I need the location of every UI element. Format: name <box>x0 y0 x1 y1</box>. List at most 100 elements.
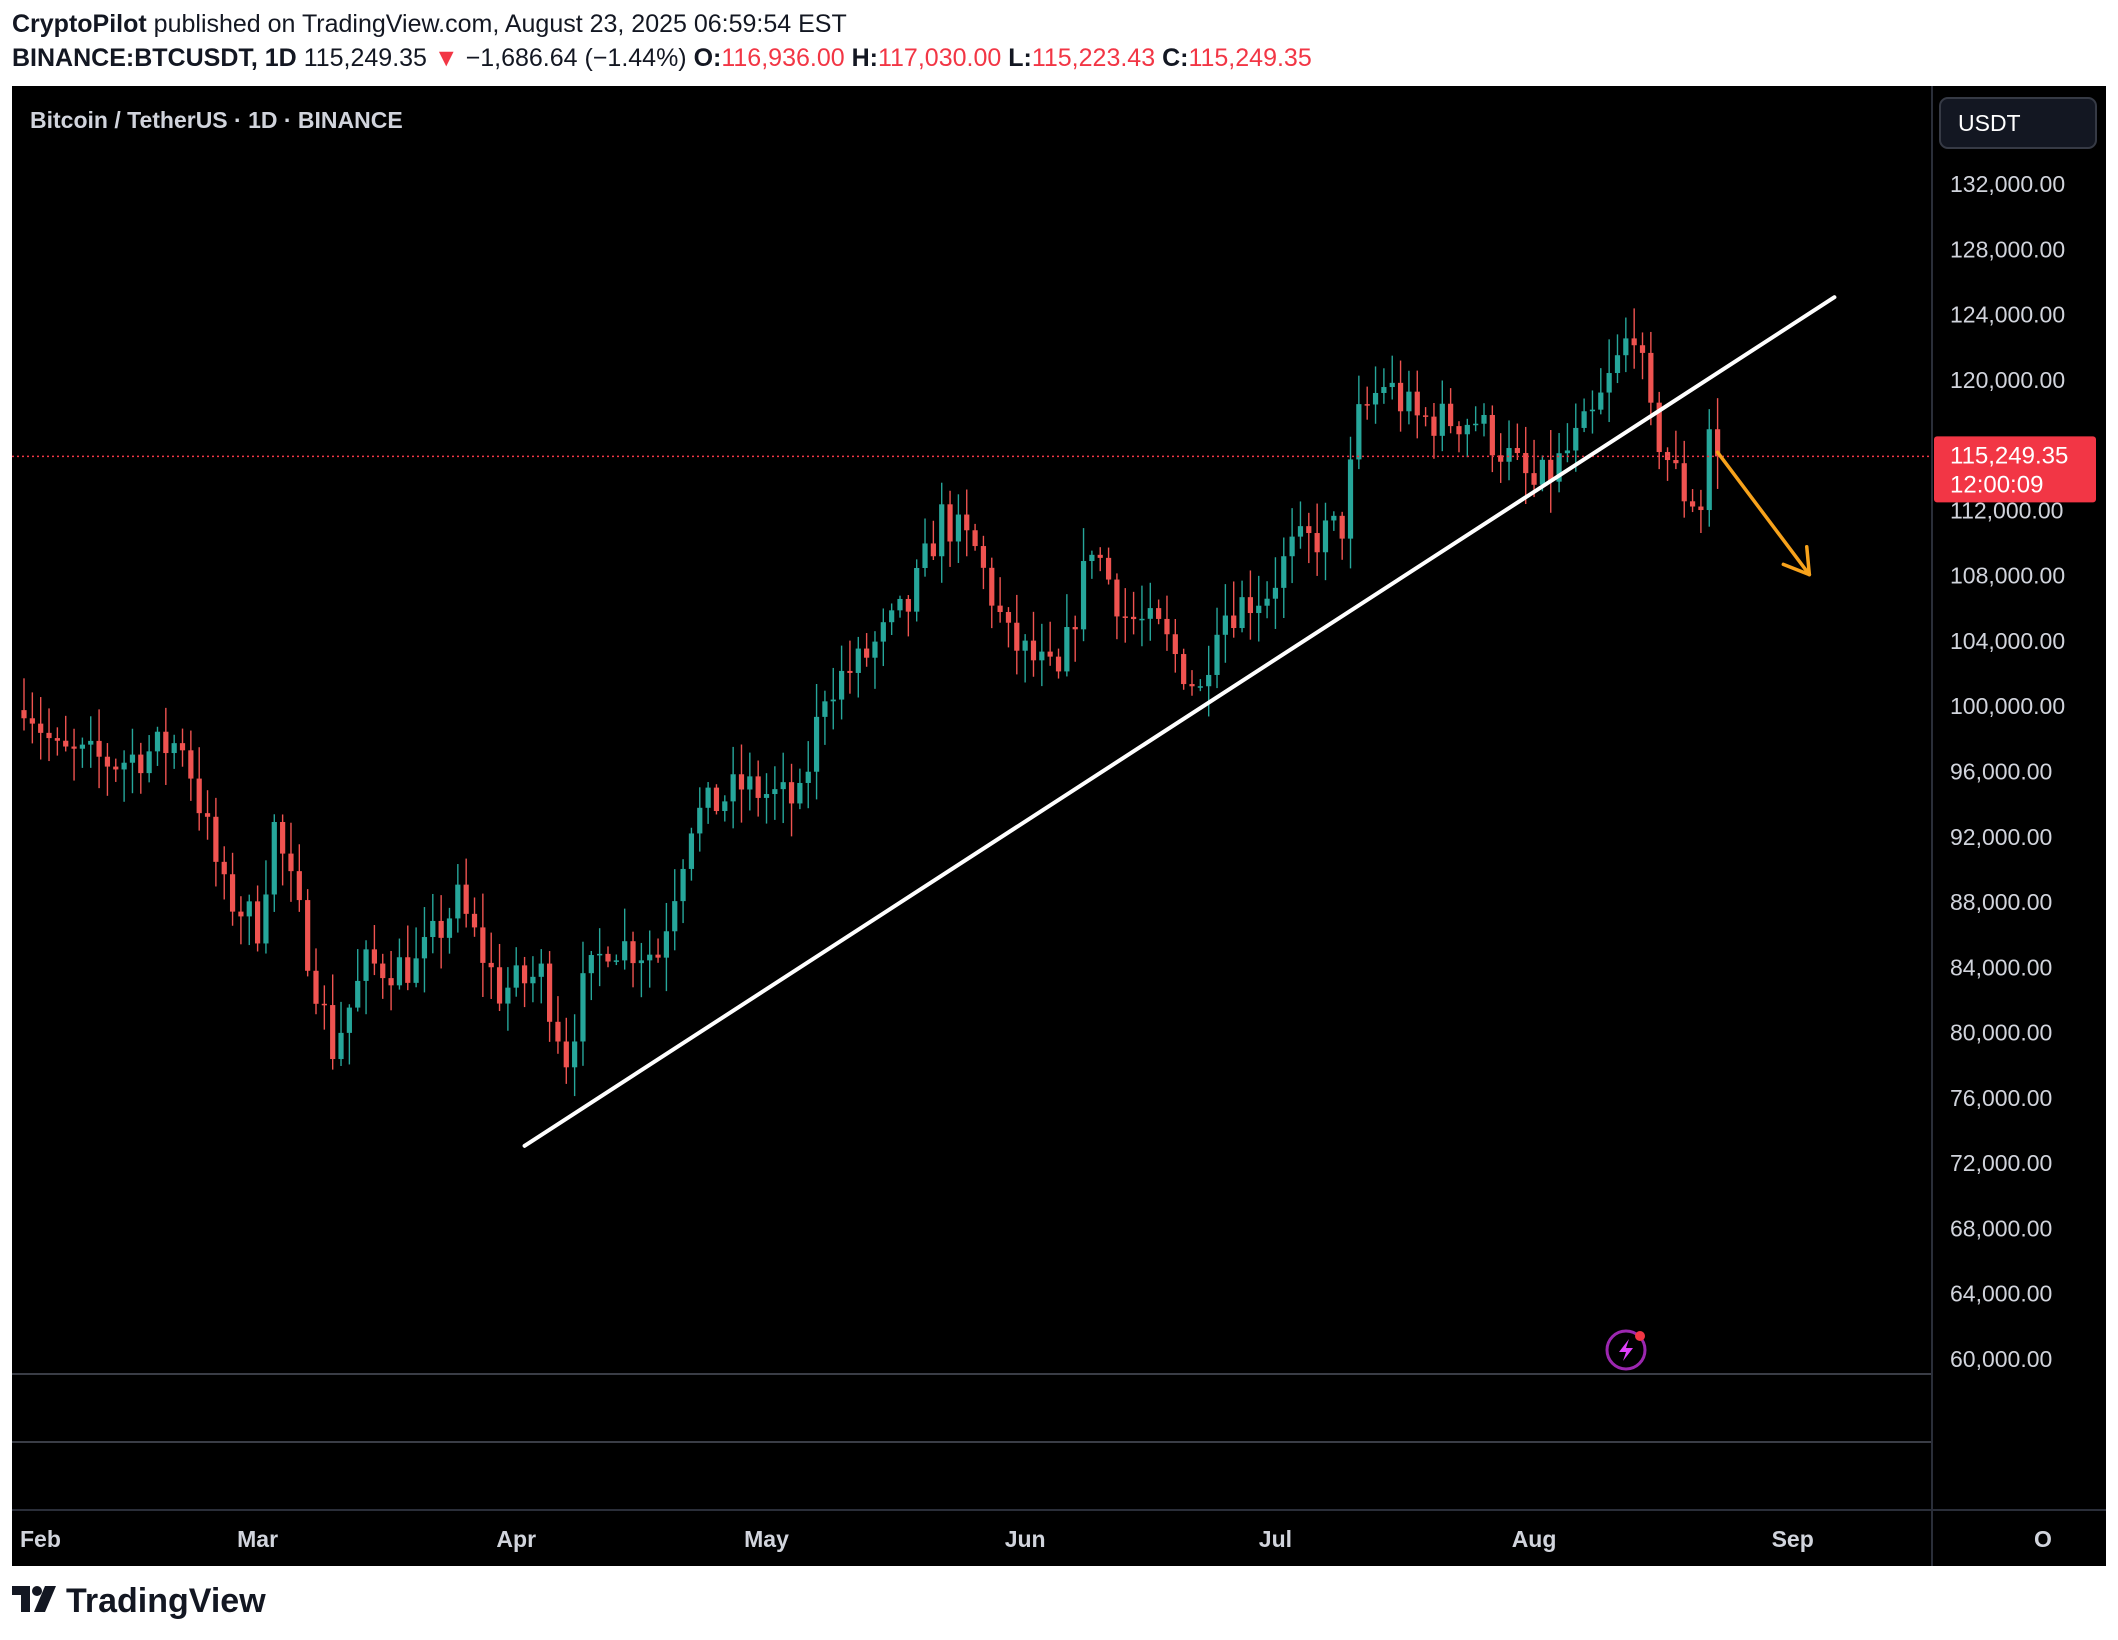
candle-body <box>638 960 644 964</box>
candle-body <box>1623 338 1629 356</box>
candle-body <box>1114 579 1120 617</box>
price-axis-label: 92,000.00 <box>1950 824 2052 850</box>
candle-body <box>813 716 820 772</box>
price-tag-value: 115,249.35 <box>1950 442 2068 469</box>
time-axis-label: Feb <box>20 1526 61 1552</box>
candle-body <box>71 746 77 749</box>
lightning-icon[interactable] <box>1605 1329 1647 1371</box>
candle-body <box>1581 411 1587 428</box>
candle-body <box>1322 520 1329 553</box>
candle-body <box>246 901 252 917</box>
candle-body <box>1589 409 1596 412</box>
publish-info: CryptoPilot published on TradingView.com… <box>12 10 847 39</box>
price-axis-label: 68,000.00 <box>1950 1215 2052 1241</box>
candle-body <box>1531 473 1537 485</box>
candle-body <box>914 567 920 612</box>
candle-body <box>680 868 686 902</box>
candle-body <box>113 766 119 770</box>
candle-body <box>280 822 286 854</box>
candle-body <box>1347 459 1354 539</box>
candle-body <box>730 774 736 802</box>
candle-body <box>972 530 978 547</box>
candle-body <box>380 963 386 979</box>
chart-frame[interactable]: 132,000.00 128,000.00 124,000.00 120,000.00… <box>12 86 2106 1566</box>
price-axis-label: 108,000.00 <box>1950 563 2065 589</box>
candle-body <box>947 504 953 542</box>
candle-body <box>922 543 928 568</box>
candle-body <box>889 610 895 623</box>
candle-body <box>1389 382 1395 388</box>
candle-body <box>855 648 861 673</box>
tradingview-brand[interactable]: TradingView <box>66 1582 266 1620</box>
candle-body <box>163 731 169 754</box>
candle-body <box>788 782 795 804</box>
candle-body <box>154 731 161 752</box>
chart-legend: Bitcoin / TetherUS · 1D · BINANCE <box>30 107 403 133</box>
candle-body <box>505 987 511 1004</box>
candle-body <box>1406 391 1412 412</box>
time-axis-label: Sep <box>1772 1526 1814 1552</box>
candle-body <box>255 901 261 944</box>
candle-body <box>446 918 453 938</box>
candle-body <box>1681 463 1687 502</box>
candle-body <box>455 884 461 919</box>
time-axis-label: Mar <box>237 1526 278 1552</box>
candle-body <box>1548 459 1554 482</box>
candle-body <box>1598 392 1604 410</box>
candle-body <box>538 963 544 977</box>
candle-body <box>713 787 720 812</box>
candle-body <box>563 1041 569 1068</box>
candle-body <box>930 543 936 557</box>
price-chart[interactable]: 132,000.00 128,000.00 124,000.00 120,000.00… <box>12 86 2106 1566</box>
candle-body <box>1256 605 1262 614</box>
time-axis-label: O <box>2034 1526 2052 1552</box>
candle-body <box>430 920 436 938</box>
candle-body <box>438 920 444 938</box>
candle-body <box>1372 392 1379 405</box>
candle-body <box>521 965 528 984</box>
candle-body <box>1606 373 1612 393</box>
price-axis-label: 96,000.00 <box>1950 759 2052 785</box>
price-change: −1,686.64 (−1.44%) <box>465 44 687 72</box>
candle-body <box>1397 382 1404 412</box>
candle-body <box>1189 684 1195 687</box>
candle-body <box>880 622 886 642</box>
arrow-shaft <box>1715 450 1812 577</box>
trendline[interactable] <box>522 295 1837 1148</box>
candle-body <box>630 941 636 964</box>
candle-body <box>496 967 503 1004</box>
candle-body <box>1473 423 1479 426</box>
candle-body <box>864 648 870 658</box>
candle-body <box>1297 526 1304 537</box>
author-name[interactable]: CryptoPilot <box>12 10 147 38</box>
candle-body <box>1272 587 1279 599</box>
price-axis-label: 124,000.00 <box>1950 302 2065 328</box>
candle-body <box>79 744 85 749</box>
tradingview-logo-icon[interactable] <box>12 1584 58 1614</box>
time-axis-label: Apr <box>496 1526 536 1552</box>
candle-body <box>547 963 553 1022</box>
candle-body <box>980 546 987 568</box>
candle-body <box>288 853 294 872</box>
time-axis-label: Jun <box>1005 1526 1046 1552</box>
candle-body <box>572 1041 578 1068</box>
candle-body <box>1197 686 1203 688</box>
candle-body <box>1364 404 1370 406</box>
candle-body <box>221 861 227 875</box>
candle-body <box>722 801 728 812</box>
candle-body <box>1498 455 1504 462</box>
last-price: 115,249.35 <box>303 44 427 72</box>
candle-body <box>471 913 478 928</box>
candle-body <box>305 900 311 971</box>
candle-body <box>705 787 711 808</box>
currency-button[interactable]: USDT <box>1939 97 2097 149</box>
candle-body <box>964 514 970 531</box>
candle-body <box>196 778 202 814</box>
arrow-head <box>1781 545 1812 577</box>
candle-body <box>229 874 236 912</box>
candle-body <box>171 743 177 754</box>
candle-body <box>129 754 136 763</box>
candle-body <box>1339 515 1345 539</box>
candle-body <box>413 958 419 983</box>
projection-arrow[interactable] <box>1715 450 1812 577</box>
